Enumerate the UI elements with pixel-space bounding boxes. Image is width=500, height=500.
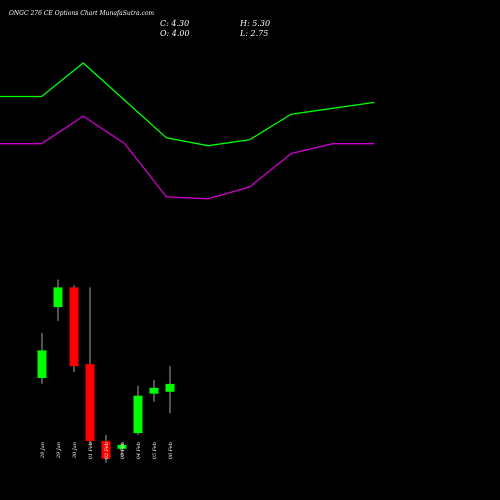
open-label: O: 4.00 <box>160 29 190 38</box>
band-line-0 <box>0 62 375 147</box>
candle-body-4 <box>101 440 111 459</box>
high-label: H: 5.30 <box>239 19 270 28</box>
candle-body-7 <box>149 387 159 394</box>
x-tick-label-6: 04 Feb <box>136 442 142 459</box>
x-tick-label-7: 05 Feb <box>152 442 158 459</box>
candle-body-5 <box>117 444 127 449</box>
candle-body-0 <box>37 350 47 378</box>
candle-0 <box>37 332 47 384</box>
low-label: L: 2.75 <box>239 29 268 38</box>
x-tick-label-2: 30 Jan <box>72 442 78 458</box>
candle-body-8 <box>165 383 175 392</box>
candle-3 <box>85 287 95 445</box>
candle-body-3 <box>85 364 95 441</box>
band-line-1 <box>0 115 375 200</box>
chart-title: ONGC 276 CE Options Chart MunafaSutra.co… <box>9 10 154 17</box>
candle-1 <box>53 279 63 321</box>
candles <box>37 279 175 463</box>
x-axis-ticks: 28 Jan 29 Jan 30 Jan 01 Feb 02 Feb 03 Feb 04 F… <box>40 442 174 459</box>
candle-body-6 <box>133 395 143 434</box>
candle-2 <box>69 285 79 372</box>
indicator-bands <box>0 62 375 200</box>
candle-5 <box>117 442 127 457</box>
candle-body-1 <box>53 287 63 308</box>
candle-4 <box>101 435 111 463</box>
candle-8 <box>165 366 175 414</box>
x-tick-label-1: 29 Jan <box>56 442 62 459</box>
candle-7 <box>149 379 159 402</box>
x-tick-label-4: 02 Feb <box>104 442 110 459</box>
x-tick-label-3: 01 Feb <box>88 442 94 459</box>
x-tick-label-5: 03 Feb <box>120 442 126 459</box>
candle-body-2 <box>69 287 79 367</box>
x-tick-label-8: 06 Feb <box>168 442 174 459</box>
candle-6 <box>133 385 143 435</box>
x-tick-label-0: 28 Jan <box>40 442 46 459</box>
close-label: C: 4.30 <box>160 19 189 28</box>
